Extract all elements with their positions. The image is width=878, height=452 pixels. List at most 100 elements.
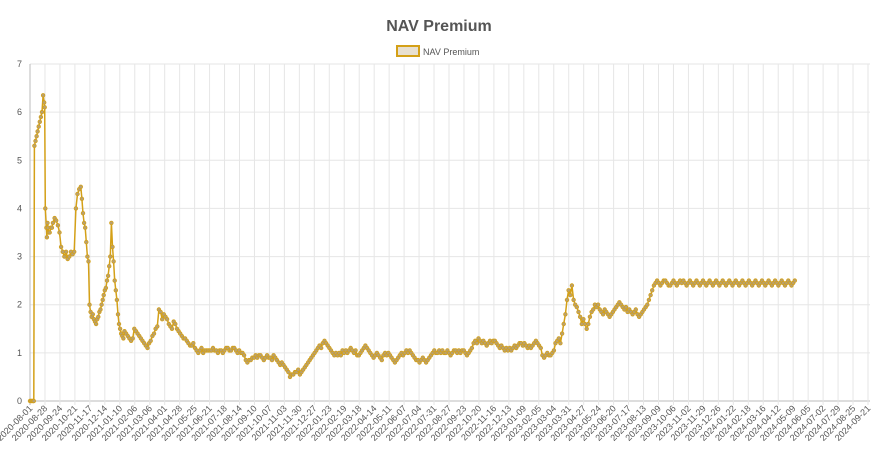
data-point[interactable]: [109, 220, 114, 226]
data-point[interactable]: [158, 309, 163, 315]
data-point[interactable]: [40, 93, 46, 98]
data-point[interactable]: [32, 143, 37, 148]
data-point[interactable]: [568, 292, 573, 298]
data-point[interactable]: [551, 348, 557, 353]
data-point[interactable]: [42, 100, 47, 105]
data-point[interactable]: [574, 304, 579, 310]
data-point[interactable]: [100, 297, 105, 303]
data-point[interactable]: [31, 398, 36, 404]
data-point[interactable]: [148, 338, 153, 343]
data-point[interactable]: [633, 307, 638, 312]
data-point[interactable]: [54, 218, 59, 223]
data-point[interactable]: [191, 341, 196, 346]
data-point[interactable]: [566, 288, 571, 293]
data-point[interactable]: [650, 288, 655, 293]
data-point[interactable]: [600, 312, 606, 317]
data-point[interactable]: [108, 254, 113, 259]
data-point[interactable]: [58, 244, 64, 250]
data-point[interactable]: [586, 321, 591, 327]
data-point[interactable]: [595, 302, 601, 307]
data-point[interactable]: [538, 345, 543, 351]
data-point[interactable]: [241, 353, 247, 358]
data-point[interactable]: [35, 129, 40, 134]
data-point[interactable]: [623, 304, 629, 310]
data-point[interactable]: [269, 357, 275, 363]
data-point[interactable]: [93, 321, 99, 327]
data-point[interactable]: [113, 288, 118, 293]
data-point[interactable]: [558, 341, 563, 346]
data-point[interactable]: [169, 326, 175, 331]
data-point[interactable]: [164, 317, 170, 322]
data-point[interactable]: [648, 292, 653, 298]
data-point[interactable]: [571, 297, 576, 303]
data-point[interactable]: [98, 307, 103, 312]
data-point[interactable]: [81, 220, 87, 226]
data-point[interactable]: [353, 348, 358, 353]
data-point[interactable]: [121, 336, 126, 341]
data-point[interactable]: [49, 225, 55, 230]
data-point[interactable]: [90, 312, 95, 317]
data-point[interactable]: [42, 105, 47, 110]
data-point[interactable]: [63, 249, 69, 254]
data-point[interactable]: [45, 220, 50, 226]
data-point[interactable]: [75, 191, 80, 197]
legend-label[interactable]: NAV Premium: [423, 47, 479, 57]
data-point[interactable]: [577, 314, 583, 319]
data-point[interactable]: [646, 297, 652, 303]
data-point[interactable]: [587, 314, 593, 319]
data-point[interactable]: [581, 317, 586, 322]
data-point[interactable]: [114, 297, 120, 303]
data-point[interactable]: [145, 345, 150, 351]
data-point[interactable]: [96, 314, 101, 319]
data-point[interactable]: [106, 264, 112, 269]
data-point[interactable]: [286, 369, 291, 375]
data-point[interactable]: [576, 309, 581, 315]
data-point[interactable]: [645, 302, 650, 307]
data-point[interactable]: [86, 259, 91, 264]
data-point[interactable]: [85, 254, 90, 259]
data-point[interactable]: [62, 254, 67, 259]
data-point[interactable]: [159, 317, 165, 322]
data-point[interactable]: [82, 225, 88, 230]
data-point[interactable]: [338, 353, 343, 358]
data-point[interactable]: [50, 220, 56, 226]
data-point[interactable]: [115, 312, 121, 317]
data-point[interactable]: [569, 283, 575, 288]
data-point[interactable]: [469, 345, 475, 351]
data-point[interactable]: [34, 133, 39, 139]
data-point[interactable]: [104, 278, 110, 283]
data-point[interactable]: [117, 326, 123, 331]
data-point[interactable]: [33, 138, 38, 144]
data-point[interactable]: [564, 297, 570, 303]
data-point[interactable]: [110, 244, 115, 250]
data-point[interactable]: [563, 312, 568, 317]
data-point[interactable]: [43, 206, 48, 211]
data-point[interactable]: [103, 285, 109, 291]
data-point[interactable]: [105, 273, 111, 278]
data-point[interactable]: [67, 254, 72, 259]
data-point[interactable]: [111, 259, 116, 264]
legend-swatch[interactable]: [396, 45, 420, 57]
data-point[interactable]: [559, 331, 565, 336]
data-point[interactable]: [38, 114, 44, 120]
data-point[interactable]: [36, 124, 41, 129]
data-point[interactable]: [84, 239, 89, 245]
data-point[interactable]: [591, 307, 596, 312]
data-point[interactable]: [116, 321, 122, 327]
data-point[interactable]: [296, 367, 301, 372]
data-point[interactable]: [474, 341, 480, 346]
data-point[interactable]: [101, 292, 106, 298]
data-point[interactable]: [112, 278, 117, 283]
data-point[interactable]: [78, 184, 83, 189]
data-point[interactable]: [37, 119, 42, 124]
data-point[interactable]: [155, 324, 160, 329]
data-point[interactable]: [792, 278, 797, 283]
data-point[interactable]: [39, 109, 45, 115]
data-point[interactable]: [561, 321, 566, 327]
data-point[interactable]: [379, 357, 384, 363]
data-point[interactable]: [55, 223, 61, 228]
data-point[interactable]: [556, 336, 561, 341]
data-point[interactable]: [71, 249, 77, 254]
data-point[interactable]: [57, 230, 62, 235]
data-point[interactable]: [130, 336, 135, 341]
